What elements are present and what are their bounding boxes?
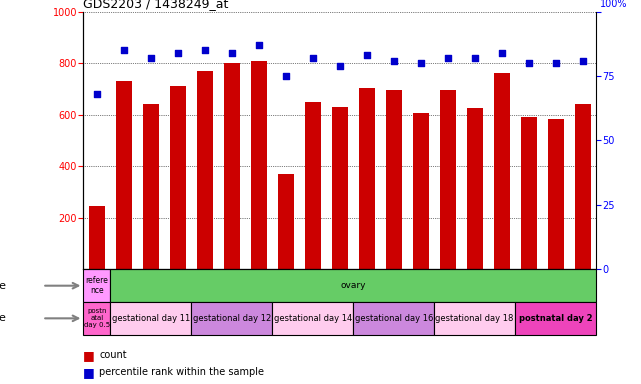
Text: ovary: ovary (340, 281, 366, 290)
Point (281, 73, 291, 79)
Text: gestational day 16: gestational day 16 (354, 314, 433, 323)
Text: gestational day 14: gestational day 14 (274, 314, 352, 323)
Bar (574, 104, 591, 270)
Bar (547, 119, 563, 270)
Bar (515, 302, 596, 334)
Point (497, 50, 507, 56)
Bar (304, 102, 321, 270)
Bar (224, 63, 240, 270)
Bar (520, 117, 537, 270)
Text: percentile rank within the sample: percentile rank within the sample (99, 367, 264, 377)
Text: gestational day 12: gestational day 12 (193, 314, 271, 323)
Text: ■: ■ (83, 349, 95, 362)
Bar (467, 108, 483, 270)
Text: 100%: 100% (601, 0, 628, 9)
Bar (88, 206, 105, 270)
Text: GDS2203 / 1438249_at: GDS2203 / 1438249_at (83, 0, 229, 10)
Text: ■: ■ (83, 366, 95, 379)
Text: postn
atal
day 0.5: postn atal day 0.5 (84, 308, 110, 328)
Bar (434, 302, 515, 334)
Bar (413, 113, 429, 270)
Point (442, 55, 453, 61)
Bar (331, 107, 348, 270)
Point (227, 50, 237, 56)
Point (119, 47, 129, 53)
Text: gestational day 18: gestational day 18 (435, 314, 514, 323)
Point (388, 58, 399, 64)
Point (362, 52, 372, 58)
Text: gestational day 11: gestational day 11 (112, 314, 190, 323)
Bar (272, 302, 353, 334)
Bar (116, 81, 132, 270)
Bar (197, 71, 213, 270)
Bar (251, 61, 267, 270)
Text: count: count (99, 350, 127, 360)
Bar (83, 270, 110, 302)
Text: postnatal day 2: postnatal day 2 (519, 314, 592, 323)
Bar (110, 302, 191, 334)
Bar (143, 104, 159, 270)
Point (92, 91, 102, 97)
Bar (358, 88, 375, 270)
Point (308, 55, 318, 61)
Point (335, 63, 345, 69)
Point (524, 60, 534, 66)
Bar (440, 90, 456, 270)
Text: tissue: tissue (0, 281, 6, 291)
Point (470, 55, 480, 61)
Point (172, 50, 183, 56)
Point (254, 42, 264, 48)
Point (578, 58, 588, 64)
Text: refere
nce: refere nce (85, 276, 108, 295)
Bar (170, 86, 186, 270)
Bar (494, 73, 510, 270)
Point (199, 47, 210, 53)
Bar (386, 90, 402, 270)
Bar (191, 302, 272, 334)
Bar (278, 174, 294, 270)
Point (551, 60, 561, 66)
Point (415, 60, 426, 66)
Text: age: age (0, 313, 6, 323)
Bar (353, 302, 434, 334)
Point (146, 55, 156, 61)
Bar (83, 302, 110, 334)
